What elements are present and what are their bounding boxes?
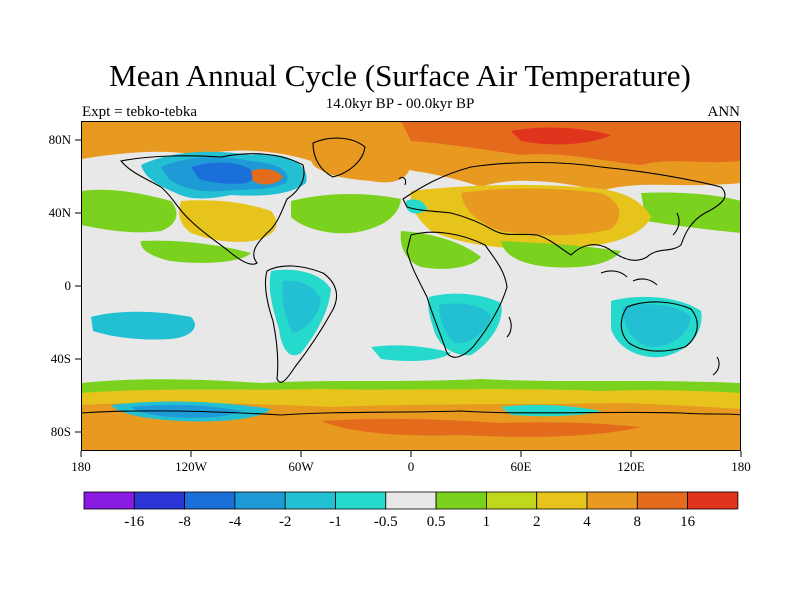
experiment-label: Expt = tebko-tebka [82,104,198,120]
coast-greenland [312,137,366,178]
legend-label: 16 [680,514,696,530]
legend-label: -0.5 [374,514,398,530]
north-africa-green [400,231,481,269]
legend-label: -2 [279,514,292,530]
plot-title: Mean Annual Cycle (Surface Air Temperatu… [109,58,691,93]
legend-color-box [636,491,688,510]
coast-antarctica [81,410,741,416]
south-pacific-neutral-band [81,364,741,381]
legend-color-box [133,491,186,510]
legend-color-box [485,491,538,510]
legend-color-box [687,491,739,510]
north-america-warm-patch [251,169,283,185]
indian-ocean-cool [371,345,451,361]
season-label: ANN [707,104,741,120]
legend-label: -1 [329,514,342,530]
legend-label: 4 [583,514,591,530]
coast-south-america [264,265,338,383]
legend-label: 8 [634,514,642,530]
coast-uk [398,176,407,186]
coast-indonesia [600,270,658,286]
legend-label: 2 [533,514,541,530]
temperature-anomaly-map [81,121,741,451]
coast-africa [406,231,508,358]
plot-subtitle: 14.0kyr BP - 00.0kyr BP [325,96,475,112]
atlantic-green [291,194,401,234]
coast-madagascar [506,316,512,338]
map-panel [81,121,741,451]
legend-labels: -16 -8 -4 -2 -1 -0.5 0.5 1 2 4 8 16 [124,514,695,530]
north-america-cool-core [191,162,254,184]
coast-new-zealand [712,356,720,376]
map-frame-border [81,121,741,451]
australia-cool-core [623,304,691,347]
eurasia-warm-strong [461,188,620,236]
legend-label: -4 [229,514,242,530]
arctic-hot-patch [511,127,611,145]
legend-color-box [536,491,588,510]
legend-color-box [83,491,135,510]
north-pacific-green [81,189,177,233]
south-pacific-cool [91,311,195,340]
legend-boxes [83,491,739,510]
legend-label: 0.5 [427,514,446,530]
legend-label: -16 [124,514,144,530]
tropical-pacific-green [140,240,251,263]
south-america-cool-core [282,280,321,333]
legend-color-box [234,491,286,510]
north-atlantic-warm [311,154,411,183]
legend-color-box [284,491,336,510]
legend-color-box [385,491,437,510]
coast-australia [620,301,698,352]
coast-japan [672,212,680,236]
coast-north-america [119,153,305,265]
legend-color-box [184,491,236,510]
legend-color-box [335,491,387,510]
legend-label: 1 [483,514,491,530]
coast-eurasia [402,161,726,261]
africa-cool-core [439,303,491,344]
north-pacific-east-green [641,192,741,233]
coastlines [81,137,741,416]
south-asia-green [501,241,621,268]
legend-label: -8 [178,514,191,530]
antarctic-strong-warm [321,418,641,437]
legend-color-box [435,491,487,510]
legend-color-box [586,491,638,510]
weddell-cool [501,404,601,417]
